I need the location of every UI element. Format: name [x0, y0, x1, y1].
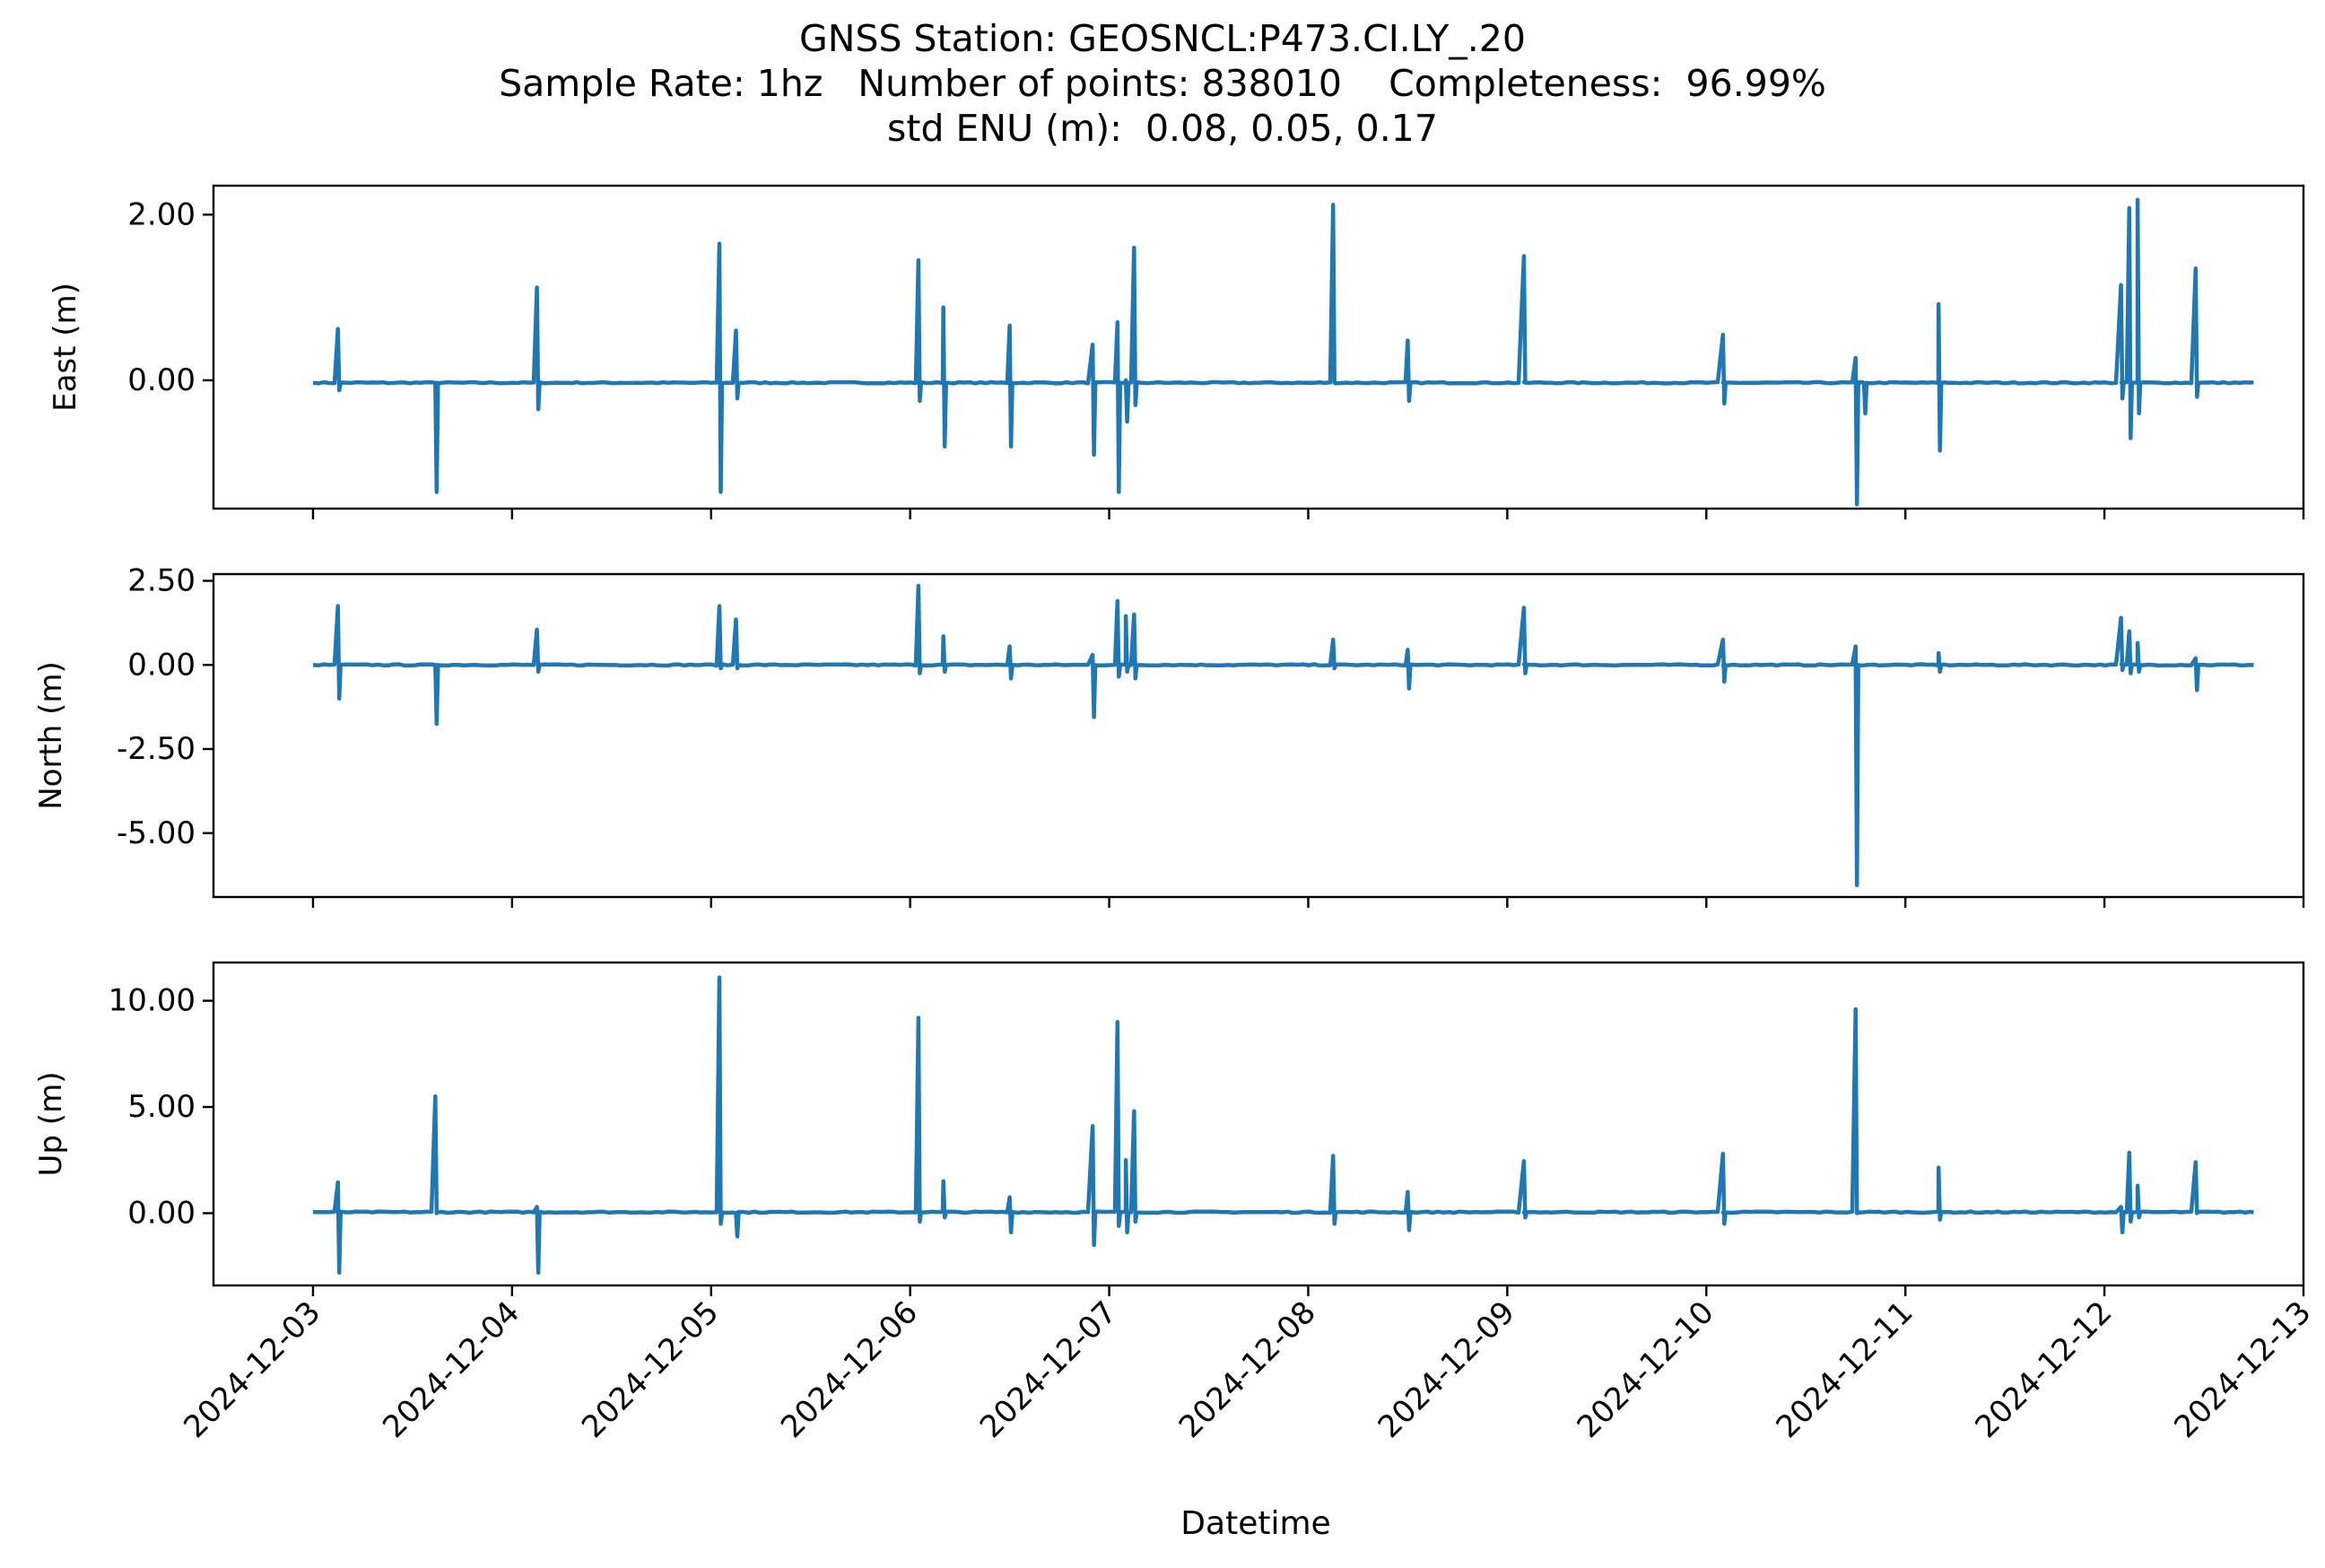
x-tick-label: 2024-12-06	[774, 1294, 925, 1445]
chart-subtitle-stats: Sample Rate: 1hz Number of points: 83801…	[499, 62, 1826, 105]
x-tick-label: 2024-12-08	[1172, 1294, 1323, 1445]
panel-up: 10.00 5.00 0.00 Up (m)	[33, 961, 2305, 1296]
panel-frame	[212, 184, 2305, 510]
x-tick-label: 2024-12-13	[2167, 1294, 2318, 1445]
y-tick-label: 0.00	[127, 362, 196, 398]
x-tick-label: 2024-12-04	[376, 1294, 527, 1445]
chart-title-block: GNSS Station: GEOSNCL:P473.CI.LY_.20 Sam…	[0, 16, 2325, 151]
x-axis-label: Datetime	[1180, 1505, 1330, 1542]
chart-panels: 0.00 2.00 East (m) 2.50 0.00 -2.50 -5.00 North …	[33, 184, 2318, 1445]
panel-north: 2.50 0.00 -2.50 -5.00 North (m)	[33, 563, 2305, 908]
x-tick-label: 2024-12-09	[1371, 1294, 1522, 1445]
series-line-east	[312, 197, 2254, 507]
y-tick-label: 2.50	[127, 563, 196, 599]
y-tick-label: 0.00	[127, 647, 196, 683]
panel-frame	[212, 961, 2305, 1287]
chart-subtitle-std: std ENU (m): 0.08, 0.05, 0.17	[887, 107, 1438, 150]
y-tick-label: 10.00	[109, 983, 196, 1019]
y-axis-label: East (m)	[48, 283, 83, 412]
x-tick-label: 2024-12-05	[575, 1294, 726, 1445]
y-tick-label: -5.00	[117, 815, 196, 851]
x-tick-label: 2024-12-07	[973, 1294, 1124, 1445]
series-line-up	[312, 975, 2254, 1276]
x-tick-label: 2024-12-10	[1571, 1294, 1721, 1445]
y-tick-label: 5.00	[127, 1089, 196, 1125]
chart-title: GNSS Station: GEOSNCL:P473.CI.LY_.20	[799, 17, 1526, 60]
x-tick-label: 2024-12-12	[1968, 1294, 2119, 1445]
y-axis-label: North (m)	[33, 661, 69, 810]
y-axis-label: Up (m)	[33, 1072, 69, 1177]
x-tick-label: 2024-12-03	[177, 1294, 327, 1445]
y-tick-label: 2.00	[127, 196, 196, 232]
x-tick-label: 2024-12-11	[1770, 1294, 1920, 1445]
y-tick-label: 0.00	[127, 1195, 196, 1231]
panel-frame	[212, 572, 2305, 899]
panel-east: 0.00 2.00 East (m)	[48, 184, 2305, 519]
y-tick-label: -2.50	[117, 731, 196, 767]
series-line-north	[312, 583, 2254, 888]
